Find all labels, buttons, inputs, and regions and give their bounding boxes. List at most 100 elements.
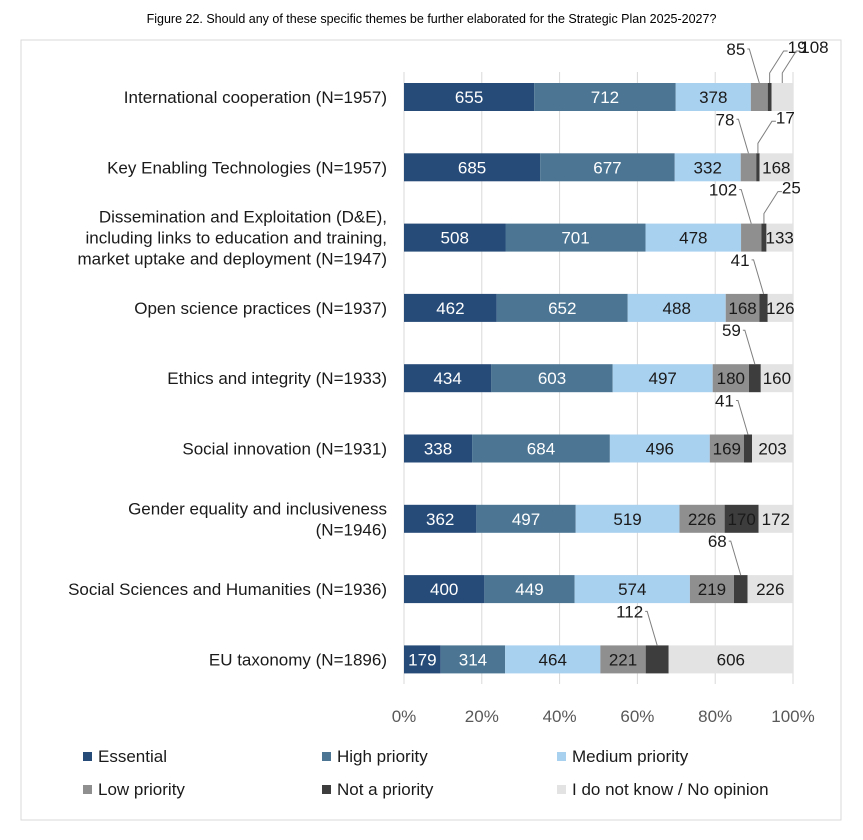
legend-swatch — [557, 752, 566, 761]
bar-segment — [484, 575, 575, 604]
bar-segment — [540, 153, 675, 182]
data-label: 449 — [515, 580, 543, 599]
bar-segment — [600, 645, 646, 674]
bar-segment — [404, 293, 497, 322]
bar-segment — [712, 364, 749, 393]
data-label: 508 — [441, 229, 469, 248]
data-label: 497 — [649, 369, 677, 388]
data-label: 179 — [408, 650, 436, 669]
bar-segment — [472, 434, 610, 463]
bar-segment — [724, 504, 759, 533]
category-labels: International cooperation (N=1957) Key En… — [68, 88, 387, 669]
bar-segment — [759, 153, 793, 182]
bar-segment — [612, 364, 713, 393]
bar-segment — [404, 223, 506, 252]
data-label: 19 — [788, 38, 807, 57]
legend-label: Low priority — [98, 780, 185, 799]
data-label: 488 — [663, 299, 691, 318]
data-label: 497 — [512, 510, 540, 529]
bar-segment — [645, 223, 742, 252]
bar-segment — [496, 293, 628, 322]
bar-segment — [758, 504, 793, 533]
data-label: 464 — [539, 650, 567, 669]
bar-segment — [771, 83, 793, 111]
data-label: 160 — [763, 369, 791, 388]
bar-segment — [750, 83, 768, 111]
bar-segment — [505, 645, 601, 674]
leader-line — [781, 50, 801, 83]
category-label: Open science practices (N=1937) — [134, 299, 387, 318]
data-label: 226 — [756, 580, 784, 599]
data-label: 108 — [800, 38, 828, 57]
x-axis-ticks: 0% 20% 40% 60% 80% 100% — [392, 707, 815, 726]
category-label: International cooperation (N=1957) — [124, 88, 387, 107]
bar-segment — [627, 293, 726, 322]
data-label: 314 — [459, 650, 487, 669]
leader-line — [751, 259, 765, 295]
data-label: 478 — [679, 229, 707, 248]
bar-segment — [675, 83, 751, 111]
data-label: 102 — [709, 181, 737, 200]
bar-segment — [404, 645, 441, 674]
bar-segment — [741, 223, 762, 252]
bar-segment — [404, 153, 541, 182]
data-label: 378 — [699, 88, 727, 107]
bar-segment — [679, 504, 725, 533]
bar-segment — [747, 575, 793, 604]
data-label: 400 — [430, 580, 458, 599]
data-label: 112 — [616, 602, 643, 621]
category-label: Key Enabling Technologies (N=1957) — [107, 158, 387, 177]
data-label: 712 — [591, 88, 619, 107]
data-label: 168 — [762, 158, 790, 177]
leader-line — [769, 50, 788, 83]
data-label: 338 — [424, 440, 452, 459]
category-label: EU taxonomy (N=1896) — [209, 650, 387, 669]
data-label: 362 — [426, 510, 454, 529]
data-label: 170 — [727, 510, 755, 529]
data-label: 701 — [561, 229, 589, 248]
bar-segment — [440, 645, 506, 674]
category-label: Social innovation (N=1931) — [182, 440, 387, 459]
data-label: 180 — [717, 369, 745, 388]
bar-segment — [491, 364, 613, 393]
category-label: Social Sciences and Humanities (N=1936) — [68, 580, 387, 599]
legend-swatch — [83, 752, 92, 761]
bar-segment — [760, 364, 793, 393]
bar-segment — [759, 293, 768, 322]
bar-segment — [674, 153, 741, 182]
data-label: 677 — [593, 158, 621, 177]
data-label: 78 — [716, 110, 735, 129]
bar-segment — [505, 223, 646, 252]
data-label: 41 — [731, 251, 750, 270]
legend-swatch — [322, 785, 331, 794]
data-label: 168 — [728, 299, 756, 318]
legend-label: Essential — [98, 747, 167, 766]
bar-segment — [733, 575, 748, 604]
bar-segment — [743, 434, 753, 463]
category-label: Gender equality and inclusiveness (N=1946… — [128, 499, 387, 539]
data-label: 172 — [762, 510, 790, 529]
bar-segment — [761, 223, 767, 252]
bar-segment — [534, 83, 676, 111]
bar-segment — [740, 153, 757, 182]
legend-label: Medium priority — [572, 747, 689, 766]
bar-segment — [404, 504, 477, 533]
data-label: 332 — [694, 158, 722, 177]
bar-segment — [767, 83, 772, 111]
data-label: 221 — [609, 650, 637, 669]
data-label: 68 — [708, 532, 727, 551]
leader-line — [763, 191, 782, 224]
data-label: 226 — [688, 510, 716, 529]
plot-frame — [20, 39, 842, 821]
data-label: 685 — [458, 158, 486, 177]
bar-segment — [404, 364, 492, 393]
leader-line — [728, 540, 742, 576]
data-label: 59 — [722, 321, 741, 340]
x-tick-label: 40% — [543, 707, 577, 726]
bar-segment — [404, 83, 535, 111]
x-tick-label: 60% — [620, 707, 654, 726]
bar-segment — [404, 575, 485, 604]
data-label: 219 — [698, 580, 726, 599]
bar-segment — [766, 223, 793, 252]
